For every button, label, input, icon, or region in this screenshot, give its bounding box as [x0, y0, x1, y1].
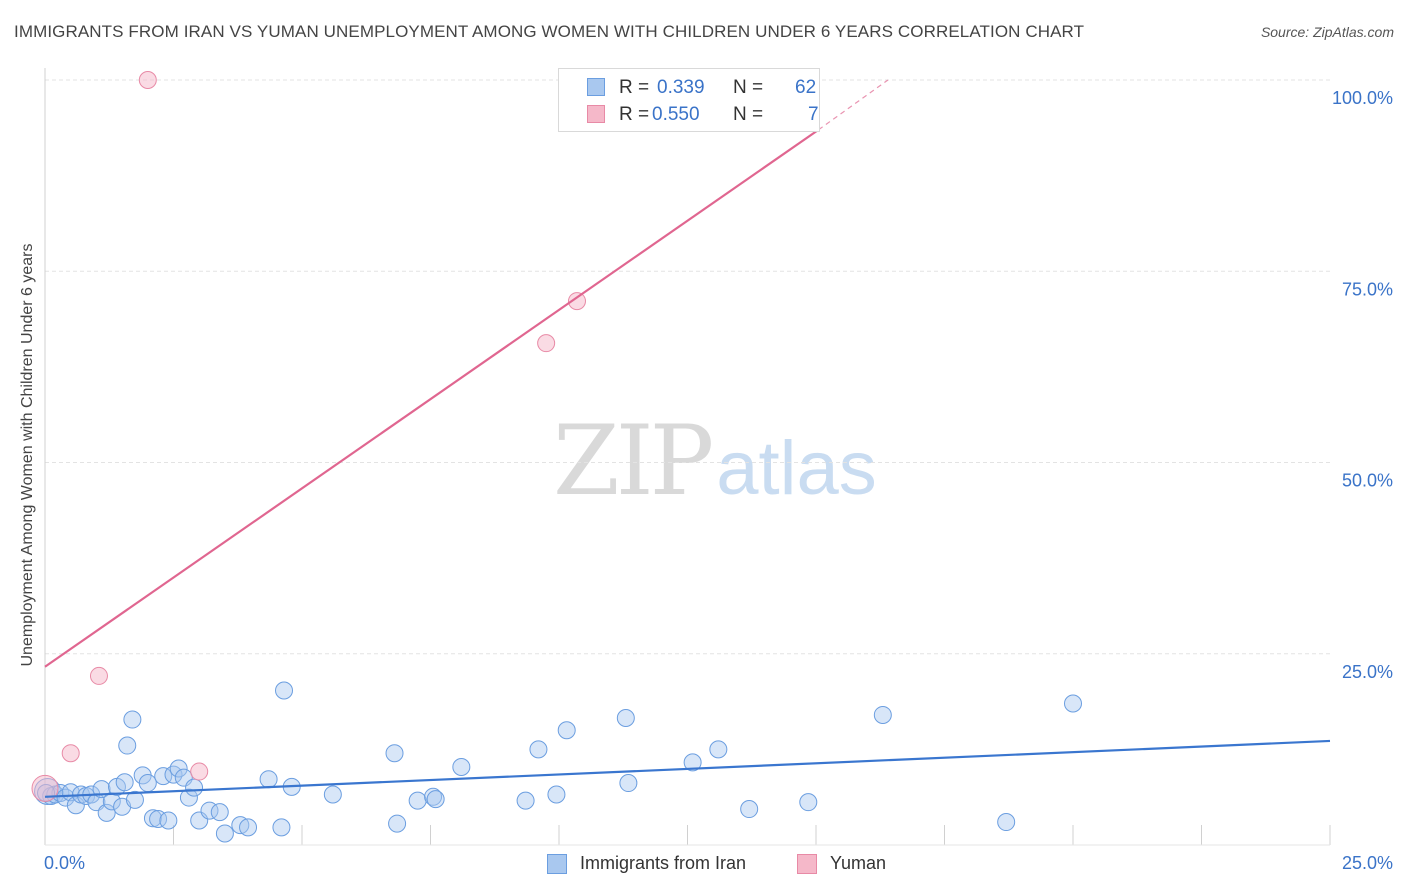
iran-point: [210, 803, 229, 822]
n-value: 62: [795, 77, 817, 98]
legend-swatch-iran: [547, 854, 567, 874]
iran-point: [272, 818, 291, 837]
iran-point: [239, 818, 258, 837]
iran-point: [426, 790, 445, 809]
iran-point: [215, 824, 234, 843]
chart-title: IMMIGRANTS FROM IRAN VS YUMAN UNEMPLOYME…: [14, 22, 1085, 41]
iran-point: [164, 765, 183, 784]
iran-point: [616, 709, 635, 728]
yuman-point: [31, 774, 59, 802]
yuman-point: [537, 334, 556, 353]
iran-point: [143, 809, 162, 828]
legend-swatch-yuman: [797, 854, 817, 874]
iran-point: [97, 803, 116, 822]
r-value: 0.550: [652, 104, 700, 125]
iran-point: [179, 788, 198, 807]
iran-point: [557, 721, 576, 740]
yuman-point: [567, 292, 586, 311]
x-tick-label: 0.0%: [44, 853, 85, 873]
iran-trend-line: [44, 739, 1331, 798]
n-label: N =: [733, 77, 764, 98]
iran-point: [1064, 694, 1082, 713]
iran-point: [516, 791, 535, 810]
yuman-trend-extension: [818, 79, 889, 131]
legend-swatch-yuman: [587, 105, 605, 123]
x-tick-label: 25.0%: [1342, 853, 1393, 873]
iran-point: [385, 744, 404, 763]
correlation-legend: R = 0.339 N = 62 R = 0.550 N = 7: [558, 68, 820, 132]
iran-point: [159, 811, 178, 830]
iran-point: [619, 774, 638, 793]
iran-point: [56, 788, 75, 807]
yuman-point: [138, 71, 157, 89]
n-label: N =: [733, 104, 764, 125]
watermark: ZIPatlas: [553, 405, 877, 517]
iran-point: [740, 800, 759, 819]
iran-point: [408, 791, 427, 810]
iran-point: [388, 814, 407, 833]
yuman-point: [190, 762, 209, 781]
iran-point: [259, 770, 278, 789]
yuman-trend-line: [44, 128, 820, 668]
iran-point: [118, 736, 137, 755]
iran-point: [275, 681, 294, 700]
iran-point: [125, 790, 144, 809]
iran-point: [138, 774, 157, 793]
legend-swatch-iran: [587, 78, 605, 96]
y-tick-label: 50.0%: [1342, 471, 1393, 491]
y-tick-label: 25.0%: [1342, 662, 1393, 682]
yuman-point: [89, 666, 108, 685]
source-label: Source: ZipAtlas.com: [1260, 24, 1394, 40]
iran-point: [424, 787, 443, 806]
iran-point: [997, 813, 1016, 832]
iran-point: [529, 740, 548, 759]
iran-point: [873, 705, 892, 724]
iran-point: [799, 793, 818, 812]
n-value: 7: [808, 104, 819, 125]
r-value: 0.339: [657, 77, 705, 98]
r-label: R =: [619, 77, 650, 98]
iran-point: [452, 757, 471, 776]
watermark-zip: ZIP: [553, 405, 714, 517]
iran-point: [66, 796, 85, 815]
series-legend: Immigrants from Iran Yuman: [0, 852, 1406, 876]
iran-point: [169, 759, 188, 778]
y-axis-label: Unemployment Among Women with Children U…: [19, 243, 36, 667]
yuman-point: [61, 744, 80, 763]
iran-point: [123, 710, 142, 729]
watermark-atlas: atlas: [716, 426, 877, 511]
iran-point: [709, 740, 728, 759]
iran-point: [683, 753, 702, 772]
r-label: R =: [619, 104, 650, 125]
iran-point: [547, 785, 566, 804]
y-tick-label: 75.0%: [1342, 279, 1393, 299]
iran-point: [115, 773, 134, 792]
legend-label-yuman: Yuman: [830, 853, 887, 873]
iran-point: [185, 778, 204, 797]
legend-label-iran: Immigrants from Iran: [580, 853, 747, 873]
iran-point: [323, 785, 342, 804]
y-tick-label: 100.0%: [1332, 88, 1393, 108]
